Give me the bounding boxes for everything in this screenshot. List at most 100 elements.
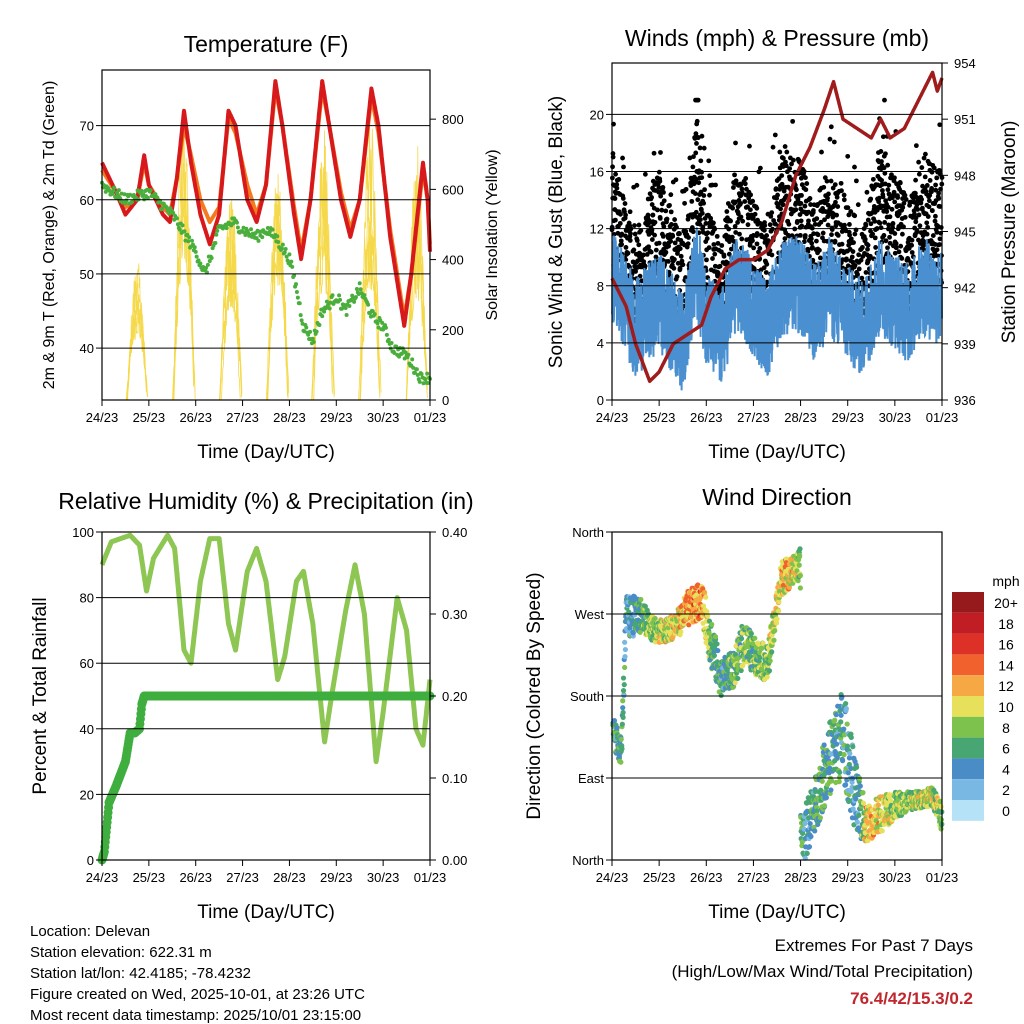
gust-point xyxy=(817,255,823,261)
pressure-line xyxy=(610,70,944,384)
gust-point xyxy=(650,212,656,218)
gust-point xyxy=(777,149,783,155)
gust-point xyxy=(909,242,915,248)
gust-point xyxy=(882,97,887,103)
gust-point xyxy=(620,155,625,161)
gust-point xyxy=(661,198,667,204)
x-tick-label: 27/23 xyxy=(737,410,770,425)
gust-point xyxy=(661,224,667,229)
wind-direction-point xyxy=(823,795,830,801)
wind-direction-point xyxy=(701,589,708,596)
gust-point xyxy=(628,231,633,236)
wind-direction-point xyxy=(860,800,866,806)
gust-point xyxy=(635,258,641,264)
station-info: Location: Delevan Station elevation: 622… xyxy=(30,923,365,1024)
x-tick-label: 29/23 xyxy=(320,410,353,425)
plot-marks xyxy=(100,79,432,401)
y-tick-label: 16 xyxy=(590,165,604,180)
gust-point xyxy=(649,195,654,200)
gust-point xyxy=(892,199,898,205)
gust-point xyxy=(733,140,738,146)
gust-point xyxy=(934,175,940,181)
gust-point xyxy=(691,154,696,160)
dewpoint-point xyxy=(235,225,240,230)
gust-point xyxy=(865,246,870,252)
gust-point xyxy=(798,175,804,181)
dewpoint-point xyxy=(298,313,303,318)
wind-direction-point xyxy=(838,719,844,725)
gust-point xyxy=(663,249,669,255)
gust-point xyxy=(756,249,761,255)
gust-point xyxy=(686,235,691,240)
gust-point xyxy=(668,192,674,198)
x-tick-label: 24/23 xyxy=(596,410,629,425)
gust-point xyxy=(799,192,804,198)
gust-point xyxy=(665,259,671,264)
solar-line xyxy=(313,130,333,401)
dewpoint-point xyxy=(139,188,144,193)
gust-point xyxy=(692,191,698,197)
dewpoint-point xyxy=(372,312,377,317)
wind-direction-point xyxy=(821,803,828,809)
gust-point xyxy=(780,202,786,208)
y-tick-label: 50 xyxy=(80,267,94,282)
gust-point xyxy=(689,225,695,230)
gust-point xyxy=(880,188,885,193)
gust-point xyxy=(830,185,836,191)
gust-point xyxy=(887,214,893,220)
legend-label: 12 xyxy=(998,678,1014,694)
dewpoint-point xyxy=(194,254,199,259)
gust-point xyxy=(848,236,854,242)
gust-point xyxy=(764,261,770,267)
gust-point xyxy=(881,233,887,238)
gust-point xyxy=(879,159,884,164)
temperature-panel: Temperature (F) Time (Day/UTC) 2m & 9m T… xyxy=(41,31,501,463)
gust-point xyxy=(913,143,919,149)
wind-direction-point xyxy=(767,658,773,664)
gust-point xyxy=(612,196,618,201)
gust-point xyxy=(863,270,869,275)
gust-point xyxy=(913,215,919,221)
wind-direction-point xyxy=(844,721,850,727)
gust-point xyxy=(809,240,815,246)
gust-point xyxy=(924,231,930,237)
legend-label: 16 xyxy=(998,637,1014,653)
legend-swatch xyxy=(952,633,984,655)
gust-point xyxy=(818,219,824,225)
elevation-text: Station elevation: 622.31 m xyxy=(30,944,212,961)
wind-direction-point xyxy=(818,787,824,793)
wind-direction-point xyxy=(718,692,724,699)
gust-point xyxy=(712,226,717,232)
gust-point xyxy=(729,234,735,240)
gust-point xyxy=(701,200,707,206)
wind-direction-point xyxy=(797,585,803,591)
gust-point xyxy=(902,214,908,220)
gust-point xyxy=(714,233,720,239)
dewpoint-point xyxy=(180,223,185,228)
dewpoint-point xyxy=(205,262,210,267)
gust-point xyxy=(772,132,778,138)
legend-swatch xyxy=(952,737,984,759)
dewpoint-point xyxy=(124,198,129,203)
y2-tick-label: 400 xyxy=(442,253,464,268)
dewpoint-point xyxy=(129,200,134,205)
wind-direction-point xyxy=(622,664,628,671)
wind-direction-point xyxy=(752,635,758,641)
gust-point xyxy=(834,212,839,218)
gust-point xyxy=(855,271,860,277)
wind-direction-point xyxy=(769,649,775,655)
dewpoint-point xyxy=(399,351,404,356)
gust-point xyxy=(929,169,935,175)
gust-point xyxy=(632,223,637,228)
wind-direction-point xyxy=(856,812,862,818)
gust-point xyxy=(897,180,903,186)
legend-label: 0 xyxy=(1002,803,1010,819)
gust-point xyxy=(880,134,886,140)
wind-direction-point xyxy=(833,712,839,718)
gust-point xyxy=(913,190,918,196)
gust-point xyxy=(619,242,625,247)
location-text: Location: Delevan xyxy=(30,923,150,940)
temp-9m-line xyxy=(100,86,432,321)
x-tick-label: 01/23 xyxy=(414,870,447,885)
latlon-text: Station lat/lon: 42.4185; -78.4232 xyxy=(30,965,251,982)
